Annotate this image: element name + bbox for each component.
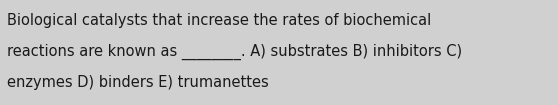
Text: reactions are known as ________. A) substrates B) inhibitors C): reactions are known as ________. A) subs…: [7, 44, 462, 60]
Text: Biological catalysts that increase the rates of biochemical: Biological catalysts that increase the r…: [7, 13, 431, 28]
Text: enzymes D) binders E) trumanettes: enzymes D) binders E) trumanettes: [7, 75, 268, 90]
